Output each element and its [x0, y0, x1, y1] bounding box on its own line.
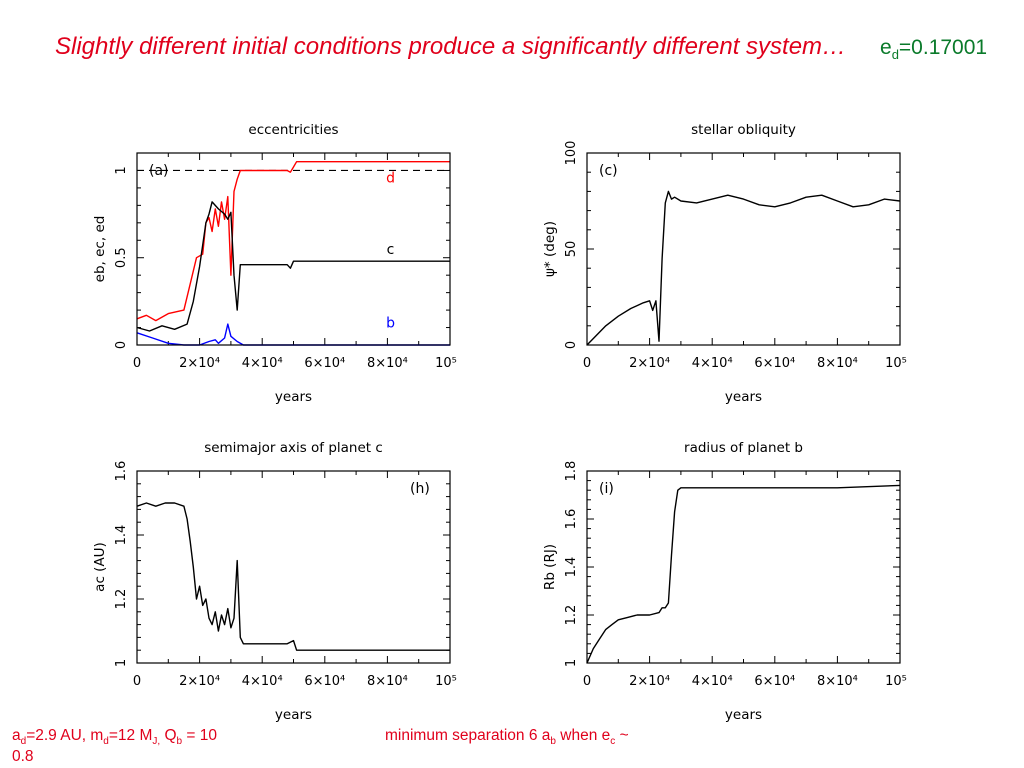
y-tick-label: 1 — [564, 659, 579, 667]
series-line-c — [136, 201, 450, 332]
series-line-d — [136, 161, 450, 322]
ed-value-label: ed=0.17001 — [880, 36, 987, 62]
x-axis-label: years — [275, 707, 312, 723]
fn-text: = 10 — [182, 727, 217, 744]
x-tick-label: 8×10⁴ — [367, 674, 408, 689]
chart-title: semimajor axis of planet c — [204, 440, 383, 456]
plot-frame — [136, 470, 451, 664]
series-line — [586, 190, 901, 346]
plot-frame — [586, 470, 901, 664]
slide-title: Slightly different initial conditions pr… — [55, 33, 847, 60]
y-tick-label: 1.4 — [564, 557, 579, 578]
y-tick-label: 1 — [114, 166, 129, 174]
y-tick-label: 0 — [114, 341, 129, 349]
y-tick-label: 0.5 — [114, 247, 129, 268]
semimajor-axis-chart: semimajor axis of planet c 0 2×10⁴ 4×10⁴ 6×1… — [90, 430, 480, 730]
series-line — [136, 502, 450, 651]
fn-text: =2.9 AU, m — [26, 727, 104, 744]
y-tick-label: 1 — [114, 659, 129, 667]
y-tick-label: 1.6 — [114, 461, 129, 482]
separation-note: minimum separation 6 ab when ec ~ — [385, 727, 629, 747]
x-tick-label: 2×10⁴ — [629, 356, 670, 371]
stellar-obliquity-chart: stellar obliquity 0 2×10⁴ 4×10⁴ 6×10⁴ 8×10⁴ 10… — [540, 112, 930, 412]
y-axis-label: eb, ec, ed — [92, 216, 108, 283]
x-axis-label: years — [725, 707, 762, 723]
x-tick-label: 10⁵ — [885, 674, 907, 689]
parameters-footnote: ad=2.9 AU, md=12 MJ, Qb = 10 — [12, 727, 217, 747]
chart-title: stellar obliquity — [691, 122, 796, 138]
fn-sub: b — [176, 736, 183, 748]
y-axis-label: Rb (RJ) — [542, 544, 558, 590]
ed-subscript: d — [891, 47, 899, 63]
plot-frame — [136, 152, 451, 346]
x-tick-label: 0 — [133, 356, 141, 371]
fn-text: =12 M — [108, 727, 153, 744]
chart-svg-i: radius of planet b 0 2×10⁴ 4×10⁴ 6×10⁴ 8×10⁴ 1… — [542, 440, 907, 723]
y-tick-label: 0 — [564, 341, 579, 349]
x-tick-label: 0 — [583, 356, 591, 371]
planet-radius-chart: radius of planet b 0 2×10⁴ 4×10⁴ 6×10⁴ 8×10⁴ 1… — [540, 430, 930, 730]
panel-label: (i) — [599, 481, 614, 497]
chart-svg-a: eccentricities 0 2×10⁴ 4×10⁴ 6×10⁴ 8×10⁴ 10⁵ 0 0… — [92, 122, 457, 405]
plot-frame — [586, 152, 901, 346]
sep-sub: c — [610, 736, 616, 748]
fn-text: 0.8 — [12, 748, 34, 765]
y-tick-label: 1.8 — [564, 461, 579, 482]
x-tick-label: 6×10⁴ — [754, 674, 795, 689]
fn-text: a — [12, 727, 21, 744]
y-axis-label: ψ* (deg) — [542, 221, 558, 277]
series-line-b — [136, 323, 450, 346]
x-tick-label: 8×10⁴ — [367, 356, 408, 371]
sep-sub: b — [550, 736, 556, 748]
series-label-d: d — [386, 171, 395, 187]
y-tick-label: 1.2 — [114, 589, 129, 610]
y-tick-label: 50 — [564, 241, 579, 258]
series-label-c: c — [387, 242, 395, 258]
x-tick-label: 10⁵ — [885, 356, 907, 371]
fn-sub: J, — [152, 736, 161, 748]
x-tick-label: 8×10⁴ — [817, 674, 858, 689]
y-tick-label: 1.2 — [564, 605, 579, 626]
fn-sub: d — [20, 736, 27, 748]
x-tick-label: 4×10⁴ — [692, 674, 733, 689]
ed-prefix: e — [880, 36, 892, 59]
x-tick-label: 2×10⁴ — [179, 356, 220, 371]
x-tick-label: 2×10⁴ — [629, 674, 670, 689]
sep-text: ~ — [615, 727, 629, 744]
parameters-footnote-continuation: 0.8 — [12, 748, 34, 766]
x-tick-label: 2×10⁴ — [179, 674, 220, 689]
x-tick-label: 6×10⁴ — [754, 356, 795, 371]
x-axis-label: years — [725, 389, 762, 405]
x-tick-label: 0 — [133, 674, 141, 689]
series-line — [586, 484, 901, 664]
chart-svg-c: stellar obliquity 0 2×10⁴ 4×10⁴ 6×10⁴ 8×10⁴ 10… — [542, 122, 907, 405]
x-tick-label: 10⁵ — [435, 356, 457, 371]
y-tick-label: 100 — [564, 141, 579, 166]
panel-label: (h) — [410, 481, 430, 497]
x-tick-label: 4×10⁴ — [242, 356, 283, 371]
x-tick-label: 4×10⁴ — [692, 356, 733, 371]
x-axis-label: years — [275, 389, 312, 405]
ed-value: =0.17001 — [898, 36, 988, 59]
x-tick-label: 0 — [583, 674, 591, 689]
x-tick-label: 10⁵ — [435, 674, 457, 689]
chart-title: eccentricities — [248, 122, 338, 138]
series-label-b: b — [386, 316, 395, 332]
eccentricities-chart: eccentricities 0 2×10⁴ 4×10⁴ 6×10⁴ 8×10⁴ 10⁵ 0 0… — [90, 112, 480, 412]
y-axis-label: ac (AU) — [92, 542, 108, 592]
x-tick-label: 8×10⁴ — [817, 356, 858, 371]
chart-svg-h: semimajor axis of planet c 0 2×10⁴ 4×10⁴ 6×1… — [92, 440, 457, 723]
sep-text: when e — [555, 727, 611, 744]
panel-label: (a) — [149, 163, 169, 179]
fn-text: Q — [160, 727, 177, 744]
x-tick-label: 6×10⁴ — [304, 674, 345, 689]
x-tick-label: 4×10⁴ — [242, 674, 283, 689]
fn-sub: d — [103, 736, 109, 748]
y-tick-label: 1.6 — [564, 509, 579, 530]
y-tick-label: 1.4 — [114, 525, 129, 546]
chart-title: radius of planet b — [684, 440, 803, 456]
panel-label: (c) — [599, 163, 618, 179]
x-tick-label: 6×10⁴ — [304, 356, 345, 371]
sep-text: minimum separation 6 a — [385, 727, 551, 744]
